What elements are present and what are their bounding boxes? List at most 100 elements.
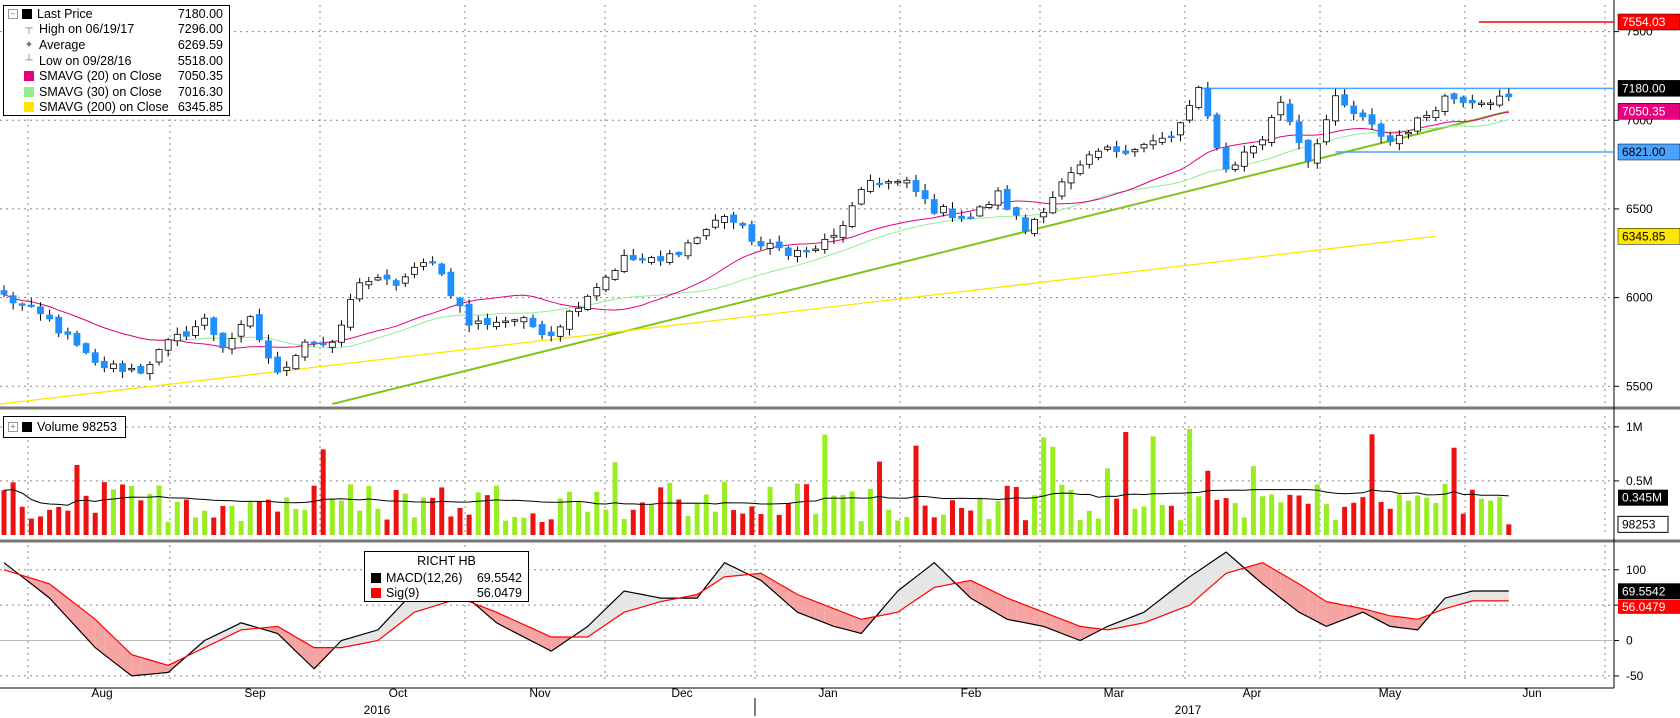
candle-body	[994, 190, 1002, 206]
macd-histogram-fill	[58, 591, 68, 618]
macd-histogram-fill	[213, 631, 223, 644]
volume-bar	[1488, 500, 1494, 535]
sma-200-line	[0, 235, 1436, 405]
volume-bar	[1004, 485, 1010, 535]
macd-histogram-fill	[1326, 601, 1336, 627]
volume-bar	[1114, 498, 1120, 535]
expand-icon[interactable]: +	[8, 422, 18, 432]
volume-bar	[1342, 506, 1348, 535]
legend-value: 69.5542	[476, 570, 522, 585]
legend-value: 6345.85	[177, 100, 223, 115]
price-label-text: 6345.85	[1622, 229, 1666, 243]
volume-bar	[703, 494, 709, 535]
volume-bar	[238, 520, 244, 535]
candle-body	[949, 208, 956, 219]
volume-bar	[1013, 487, 1019, 535]
volume-bar	[1323, 504, 1329, 535]
macd-histogram-fill	[815, 601, 825, 623]
macd-histogram-fill	[1171, 583, 1181, 613]
volume-bar	[174, 501, 180, 535]
volume-bar	[256, 501, 262, 535]
candle-body	[894, 180, 902, 184]
candle-body	[876, 182, 883, 186]
candle-body	[274, 356, 282, 373]
candle-body	[566, 310, 573, 330]
volume-bar	[886, 509, 892, 535]
macd-histogram-fill	[295, 637, 305, 660]
candle-body	[1204, 87, 1212, 117]
candle-body	[301, 341, 309, 358]
candle-body	[1286, 103, 1294, 122]
candle-body	[976, 206, 984, 217]
candle-body	[465, 303, 473, 326]
macd-histogram-fill	[906, 576, 916, 607]
candle-body	[1104, 146, 1111, 150]
volume-bar	[83, 495, 89, 535]
macd-histogram-fill	[1408, 618, 1418, 630]
candle-body	[429, 261, 437, 264]
macd-histogram-fill	[1344, 605, 1354, 620]
macd-histogram-fill	[1399, 616, 1409, 629]
volume-bar	[56, 506, 62, 535]
candle-body	[246, 316, 254, 327]
collapse-icon[interactable]: −	[8, 8, 18, 19]
volume-avg-label-box	[1618, 489, 1668, 506]
volume-bar	[895, 520, 901, 535]
candle-body	[37, 306, 44, 315]
macd-histogram-fill	[31, 578, 41, 591]
candle-body	[912, 179, 920, 193]
volume-bar	[1387, 508, 1393, 535]
candle-body	[1122, 150, 1130, 154]
candle-body	[1067, 172, 1075, 184]
legend-swatch	[371, 588, 381, 599]
volume-bar	[977, 497, 983, 535]
macd-histogram-fill	[241, 622, 251, 630]
price-tick-label: 6500	[1626, 202, 1653, 216]
volume-bar	[1095, 518, 1101, 535]
average-marker-icon: ◆	[26, 40, 32, 48]
volume-bar	[329, 498, 335, 535]
sma-30-line	[3, 119, 1509, 349]
macd-histogram-fill	[268, 626, 278, 634]
volume-bar	[348, 484, 354, 535]
volume-bar	[685, 516, 691, 535]
legend-label: SMAVG (200) on Close	[39, 100, 169, 115]
year-label: 2016	[364, 703, 391, 717]
volume-bar	[740, 513, 746, 535]
candle-body	[119, 363, 126, 372]
volume-bar	[639, 502, 645, 535]
macd-histogram-fill	[350, 635, 360, 646]
volume-bar	[1214, 499, 1220, 535]
macd-histogram-fill	[852, 615, 862, 634]
volume-bar	[931, 517, 937, 535]
volume-bar	[120, 484, 126, 535]
volume-bar	[402, 493, 408, 535]
volume-bar	[721, 481, 727, 535]
volume-bar	[284, 497, 290, 535]
legend-value: 56.0479	[476, 586, 522, 601]
candle-body	[666, 253, 674, 263]
volume-bar	[338, 500, 344, 535]
candle-body	[283, 366, 291, 371]
macd-histogram-fill	[578, 626, 588, 637]
macd-histogram-fill	[368, 629, 378, 643]
volume-bar	[940, 514, 946, 535]
candle-body	[1432, 110, 1440, 119]
candle-body	[748, 224, 756, 242]
candle-body	[1131, 149, 1139, 153]
volume-bar	[1223, 498, 1229, 535]
macd-histogram-fill	[487, 608, 497, 623]
candle-body	[137, 365, 145, 374]
price-legend-row: SMAVG (200) on Close 6345.85	[4, 100, 229, 116]
candle-body	[1478, 102, 1485, 105]
candle-body	[201, 317, 209, 326]
macd-histogram-fill	[1153, 598, 1163, 620]
macd-histogram-fill	[1381, 613, 1391, 627]
candle-body	[885, 181, 893, 184]
macd-tick-label: 100	[1626, 563, 1646, 577]
candle-body	[575, 307, 582, 313]
volume-bar	[1077, 519, 1083, 535]
volume-bar	[1260, 496, 1266, 535]
candle-body	[1304, 139, 1312, 162]
legend-label: Sig(9)	[386, 586, 420, 601]
